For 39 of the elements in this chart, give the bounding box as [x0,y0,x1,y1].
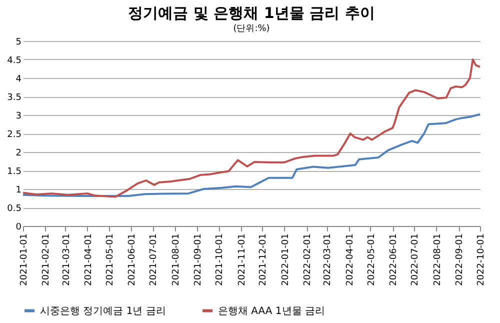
x-tick-label: 2021-09-01 [194,234,204,286]
x-tick-label: 2021-10-01 [215,234,226,286]
x-tick-label: 2021-02-01 [42,234,52,286]
x-tick-label: 2022-07-01 [410,234,421,286]
x-tick-label: 2021-01-01 [20,234,30,286]
x-tick-label: 2022-04-01 [345,234,356,286]
x-tick-label: 2022-05-01 [366,234,377,286]
legend-label: 시중은행 정기예금 1년 금리 [40,306,166,317]
y-tick-label: 2 [16,148,22,158]
y-tick-label: 4 [16,74,22,84]
x-tick-label: 2022-06-01 [389,234,400,286]
x-tick-label: 2021-08-01 [171,234,182,286]
chart-subtitle: (단위:%) [233,24,270,34]
line-series [22,58,481,198]
x-tick-label: 2021-03-01 [62,234,72,286]
x-tick-label: 2021-07-01 [149,234,160,286]
y-tick-label: 1 [16,186,22,196]
x-tick-label: 2022-03-01 [323,234,334,286]
x-tick-label: 2022-09-01 [455,234,466,286]
x-tick-label: 2022-08-01 [432,234,443,286]
x-tick-label: 2022-10-01 [476,234,486,286]
x-tick-label: 2022-02-01 [303,234,314,286]
y-tick-label: 0 [16,222,22,232]
y-tick-label: 3 [16,112,22,122]
chart-title: 정기예금 및 은행채 1년물 금리 추이 [128,4,375,22]
y-tick-label: 4.5 [7,56,22,66]
y-tick-label: 0.5 [7,204,22,214]
x-tick-label: 2021-05-01 [105,234,116,286]
x-tick-label: 2021-06-01 [128,234,138,286]
x-tick-label: 2021-04-01 [84,234,94,286]
x-tick-label: 2021-11-01 [237,234,248,286]
y-tick-label: 2.5 [7,130,22,140]
y-tick-label: 3.5 [7,93,22,103]
y-tick-label: 5 [16,38,22,48]
line-series [22,113,481,198]
legend-label: 은행채 AAA 1년물 금리 [218,306,325,317]
x-tick-label: 2021-12-01 [258,234,269,286]
x-tick-label: 2022-01-01 [280,234,291,286]
y-tick-label: 1.5 [7,167,22,177]
